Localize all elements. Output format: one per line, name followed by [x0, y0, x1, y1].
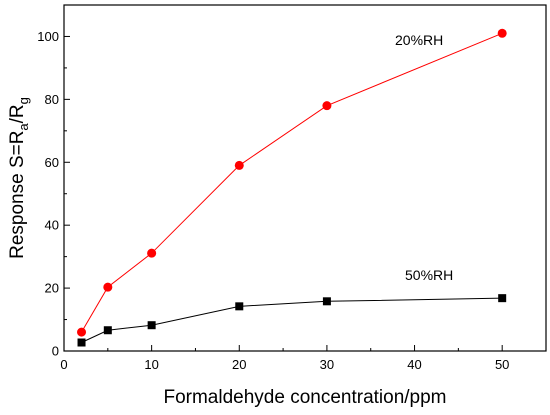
x-tick-label: 30: [320, 357, 334, 372]
series-line-1: [81, 297, 503, 343]
data-point: [497, 28, 507, 38]
y-axis-label-main: Response S=R: [7, 131, 28, 259]
x-axis-label: Formaldehyde concentration/ppm: [163, 387, 446, 408]
data-point: [77, 338, 86, 347]
y-axis-label-sub-a: a: [16, 123, 31, 131]
annotation-50rh: 50%RH: [405, 267, 453, 283]
plot-frame: [63, 4, 547, 352]
data-point: [322, 297, 331, 306]
data-point: [147, 321, 156, 330]
y-tick-label: 20: [45, 281, 59, 296]
x-tick-label: 20: [232, 357, 246, 372]
x-tick-label: 50: [495, 357, 509, 372]
annotation-20rh: 20%RH: [395, 32, 443, 48]
x-tick-label: 10: [144, 357, 158, 372]
data-point: [234, 160, 244, 170]
data-point: [103, 282, 113, 292]
series-group: [77, 28, 507, 347]
data-point: [147, 248, 157, 258]
data-point: [322, 101, 332, 111]
data-point: [235, 302, 244, 311]
y-tick-label: 80: [45, 92, 59, 107]
axis-ticks: 0 10 20 30 40 50 0 20 40 60 80 100: [37, 29, 509, 372]
y-axis-label-sub-g: g: [16, 97, 31, 104]
x-tick-label: 40: [407, 357, 421, 372]
y-axis-label-mid: /R: [7, 104, 28, 123]
y-tick-label: 0: [52, 344, 59, 359]
x-tick-label: 0: [60, 357, 67, 372]
data-point: [498, 294, 507, 303]
series-line-0: [81, 32, 503, 333]
y-tick-label: 100: [37, 29, 59, 44]
y-axis-label: Response S=Ra/Rg: [7, 97, 31, 259]
data-point: [103, 326, 112, 335]
y-tick-label: 60: [45, 155, 59, 170]
data-point: [77, 327, 87, 337]
y-tick-label: 40: [45, 218, 59, 233]
